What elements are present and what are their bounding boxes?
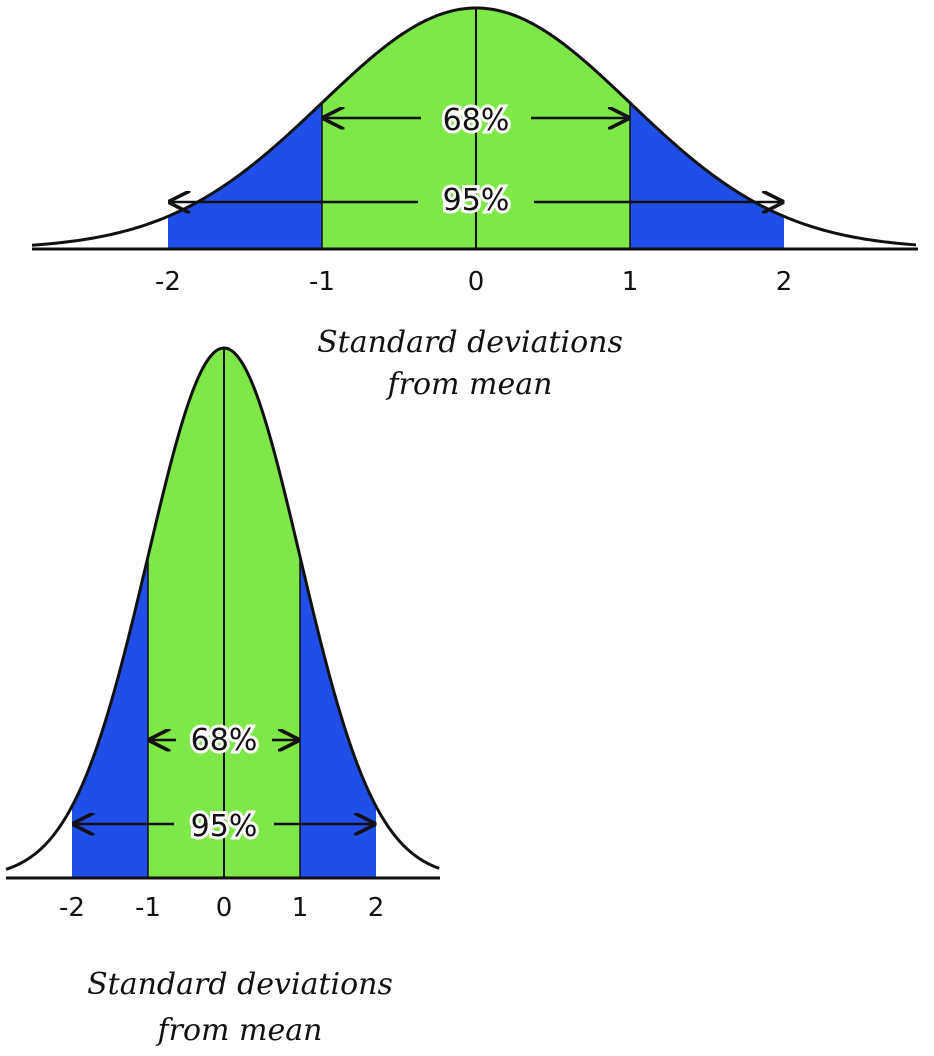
x-axis-title-line2: from mean xyxy=(156,1013,323,1048)
tick-label: -2 xyxy=(155,267,181,297)
tick-label: 0 xyxy=(468,267,485,297)
x-axis-title-line1: Standard deviations xyxy=(317,325,623,360)
tick-label: 1 xyxy=(292,893,309,923)
percent-arrows xyxy=(170,118,782,202)
bell-curve xyxy=(5,346,440,871)
label-68: 68% xyxy=(191,723,258,758)
chart-wide: 68% 95% -2 -1 0 1 2 Standard deviations from… xyxy=(31,6,918,402)
tick-labels: -2 -1 0 1 2 xyxy=(155,267,792,297)
label-68: 68% xyxy=(443,103,510,138)
x-axis-title-line1: Standard deviations xyxy=(87,967,393,1002)
chart-narrow: 68% 95% -2 -1 0 1 2 Standard deviations from… xyxy=(5,346,440,1048)
tick-label: 1 xyxy=(622,267,639,297)
tick-label: -1 xyxy=(135,893,161,923)
tick-label: 2 xyxy=(368,893,385,923)
x-axis-title-line2: from mean xyxy=(386,367,553,402)
tick-label: -1 xyxy=(309,267,335,297)
label-95: 95% xyxy=(191,809,258,844)
tick-labels: -2 -1 0 1 2 xyxy=(59,893,384,923)
tick-label: 2 xyxy=(776,267,793,297)
percent-arrows xyxy=(74,740,374,824)
tick-label: 0 xyxy=(216,893,233,923)
label-95: 95% xyxy=(443,183,510,218)
tick-label: -2 xyxy=(59,893,85,923)
